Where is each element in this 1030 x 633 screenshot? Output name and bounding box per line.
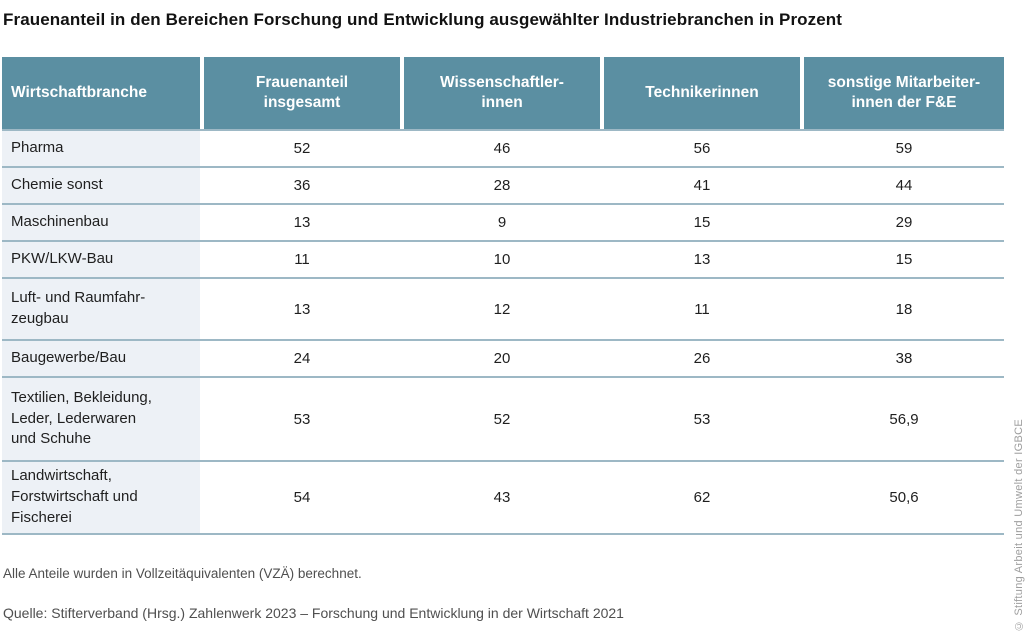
cell-value: 13	[693, 251, 711, 268]
column-header-wirtschaftbranche: Wirtschaftbranche	[2, 57, 200, 129]
row-label: Landwirtschaft, Forstwirtschaft und Fisc…	[2, 462, 200, 533]
cell-value: 52	[293, 140, 311, 157]
data-table: Wirtschaftbranche Frauenanteil insgesamt…	[2, 57, 1004, 535]
cell-value: 15	[693, 214, 711, 231]
cell-value: 13	[293, 214, 311, 231]
table-row: Pharma 52 46 56 59	[2, 129, 1004, 166]
table-row: Textilien, Bekleidung, Leder, Lederwaren…	[2, 376, 1004, 460]
cell-value: 46	[493, 140, 511, 157]
cell-value: 56	[693, 140, 711, 157]
table-row: Baugewerbe/Bau 24 20 26 38	[2, 339, 1004, 376]
cell-value: 56,9	[889, 410, 919, 428]
column-header-wissenschaftlerinnen: Wissenschaftler- innen	[404, 57, 600, 129]
cell-value: 29	[895, 214, 913, 231]
table-row: Chemie sonst 36 28 41 44	[2, 166, 1004, 203]
cell-value: 50,6	[889, 489, 919, 506]
table-header-row: Wirtschaftbranche Frauenanteil insgesamt…	[2, 57, 1004, 129]
cell-value: 38	[895, 350, 913, 367]
page-title: Frauenanteil in den Bereichen Forschung …	[3, 10, 843, 29]
cell-value: 20	[493, 350, 511, 367]
cell-value: 62	[693, 489, 711, 506]
table-row: PKW/LKW-Bau 11 10 13 15	[2, 240, 1004, 277]
cell-value: 24	[293, 350, 311, 367]
table-row: Luft- und Raumfahr- zeugbau 13 12 11 18	[2, 277, 1004, 339]
source-text: Quelle: Stifterverband (Hrsg.) Zahlenwer…	[3, 605, 624, 621]
cell-value: 59	[895, 140, 913, 157]
row-label: Pharma	[2, 131, 200, 166]
cell-value: 52	[493, 410, 511, 428]
row-label: Baugewerbe/Bau	[2, 341, 200, 376]
row-label: PKW/LKW-Bau	[2, 242, 200, 277]
cell-value: 28	[493, 177, 511, 194]
cell-value: 53	[693, 410, 711, 428]
column-header-technikerinnen: Technikerinnen	[604, 57, 800, 129]
row-label: Chemie sonst	[2, 168, 200, 203]
cell-value: 11	[694, 300, 710, 318]
row-label: Luft- und Raumfahr- zeugbau	[2, 279, 200, 339]
table-row: Maschinenbau 13 9 15 29	[2, 203, 1004, 240]
cell-value: 15	[895, 251, 913, 268]
cell-value: 13	[293, 300, 311, 318]
cell-value: 53	[293, 410, 311, 428]
cell-value: 9	[497, 214, 507, 231]
cell-value: 10	[493, 251, 511, 268]
column-header-sonstige-mitarbeiterinnen: sonstige Mitarbeiter- innen der F&E	[804, 57, 1004, 129]
cell-value: 41	[693, 177, 711, 194]
cell-value: 12	[493, 300, 511, 318]
cell-value: 11	[294, 251, 310, 268]
row-label: Maschinenbau	[2, 205, 200, 240]
cell-value: 54	[293, 489, 311, 506]
copyright-vertical-text: © Stiftung Arbeit und Umwelt der IGBCE	[1013, 418, 1025, 631]
cell-value: 44	[895, 177, 913, 194]
cell-value: 43	[493, 489, 511, 506]
row-label: Textilien, Bekleidung, Leder, Lederwaren…	[2, 378, 200, 460]
cell-value: 36	[293, 177, 311, 194]
cell-value: 18	[895, 300, 913, 318]
table-body: Pharma 52 46 56 59 Chemie sonst 36 28 41…	[2, 129, 1004, 535]
cell-value: 26	[693, 350, 711, 367]
footnote-text: Alle Anteile wurden in Vollzeitäquivalen…	[3, 566, 362, 581]
table-row: Landwirtschaft, Forstwirtschaft und Fisc…	[2, 460, 1004, 533]
column-header-frauenanteil-insgesamt: Frauenanteil insgesamt	[204, 57, 400, 129]
